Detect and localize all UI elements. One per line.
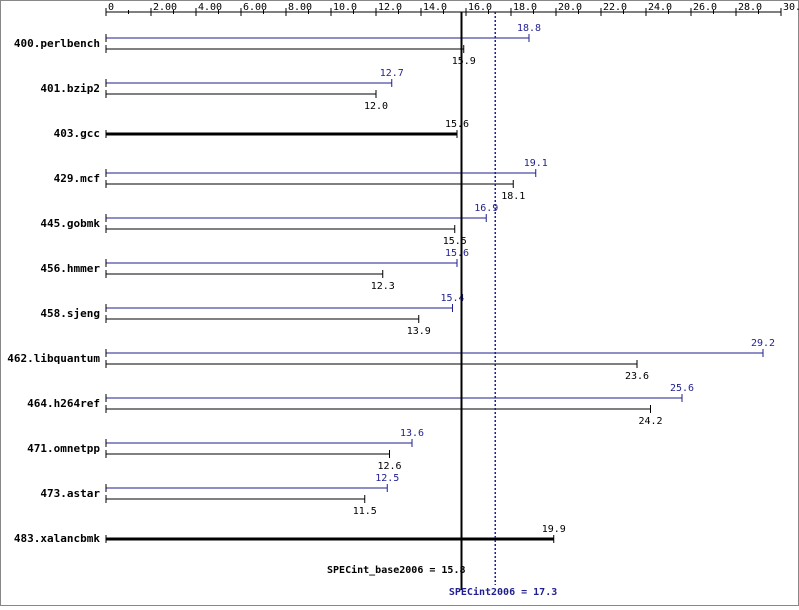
value-label: 15.9	[452, 56, 476, 67]
value-label: 29.2	[751, 338, 775, 349]
value-label: 18.1	[501, 191, 525, 202]
value-label: 12.0	[364, 101, 388, 112]
x-tick-label: 4.00	[198, 2, 222, 13]
value-label: 15.6	[445, 248, 469, 259]
category-label: 464.h264ref	[27, 397, 100, 410]
x-tick-label: 26.0	[693, 2, 717, 13]
x-tick-label: 12.0	[378, 2, 402, 13]
x-tick-label: 8.00	[288, 2, 312, 13]
x-tick-label: 6.00	[243, 2, 267, 13]
category-label: 456.hmmer	[40, 262, 100, 275]
x-tick-label: 20.0	[558, 2, 582, 13]
category-label: 483.xalancbmk	[14, 532, 100, 545]
value-label: 15.5	[443, 236, 467, 247]
x-tick-label: 24.0	[648, 2, 672, 13]
category-label: 429.mcf	[54, 172, 100, 185]
category-label: 462.libquantum	[7, 352, 100, 365]
x-tick-label: 10.0	[333, 2, 357, 13]
category-label: 403.gcc	[54, 127, 100, 140]
value-label: 16.9	[474, 203, 498, 214]
x-tick-label: 2.00	[153, 2, 177, 13]
value-label: 13.9	[407, 326, 431, 337]
x-tick-label: 22.0	[603, 2, 627, 13]
category-label: 400.perlbench	[14, 37, 100, 50]
value-label: 12.6	[377, 461, 401, 472]
value-label: 18.8	[517, 23, 541, 34]
x-tick-label: 14.0	[423, 2, 447, 13]
value-label: 13.6	[400, 428, 424, 439]
reference-label: SPECint2006 = 17.3	[449, 586, 557, 598]
value-label: 15.4	[440, 293, 464, 304]
value-label: 12.7	[380, 68, 404, 79]
x-tick-label: 30.0	[783, 2, 799, 13]
value-label: 25.6	[670, 383, 694, 394]
value-label: 11.5	[353, 506, 377, 517]
category-label: 445.gobmk	[40, 217, 100, 230]
x-tick-label: 16.0	[468, 2, 492, 13]
value-label: 19.9	[542, 524, 566, 535]
x-tick-label: 0	[108, 2, 114, 13]
value-label: 15.6	[445, 119, 469, 130]
category-label: 458.sjeng	[40, 307, 100, 320]
category-label: 471.omnetpp	[27, 442, 100, 455]
value-label: 23.6	[625, 371, 649, 382]
value-label: 24.2	[638, 416, 662, 427]
value-label: 12.5	[375, 473, 399, 484]
category-label: 401.bzip2	[40, 82, 100, 95]
value-label: 19.1	[524, 158, 548, 169]
category-label: 473.astar	[40, 487, 100, 500]
reference-label: SPECint_base2006 = 15.8	[327, 564, 465, 576]
x-tick-label: 28.0	[738, 2, 762, 13]
value-label: 12.3	[371, 281, 395, 292]
x-tick-label: 18.0	[513, 2, 537, 13]
